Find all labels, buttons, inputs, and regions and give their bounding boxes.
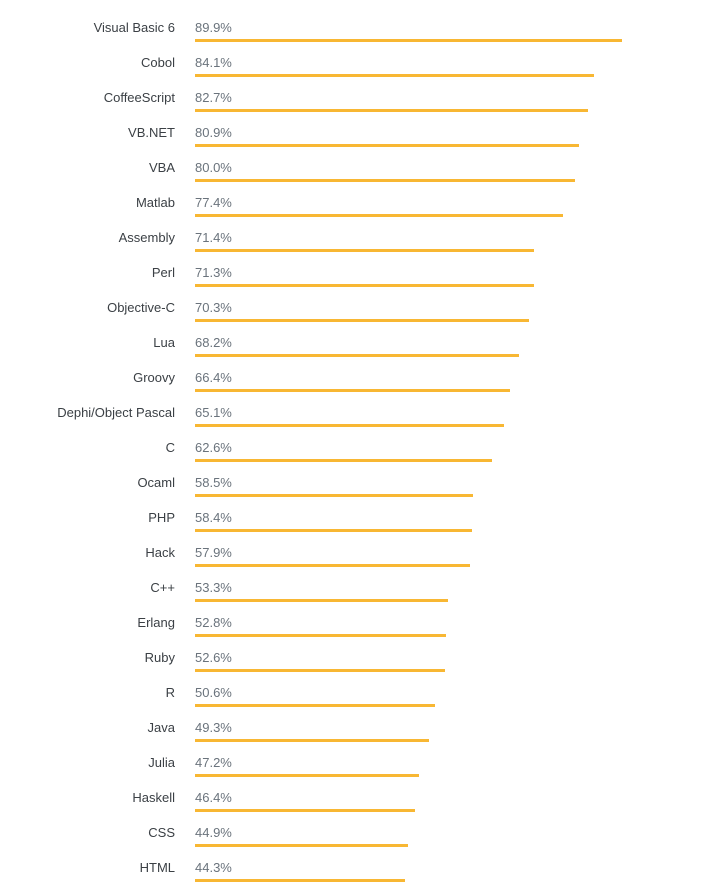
value-label: 58.4% (195, 510, 232, 525)
bar (195, 284, 534, 287)
category-label: R (165, 685, 175, 700)
bar (195, 669, 445, 672)
value-label: 52.8% (195, 615, 232, 630)
category-label: Objective-C (107, 300, 175, 315)
category-label: VBA (148, 160, 175, 175)
value-label: 47.2% (195, 755, 232, 770)
value-label: 66.4% (195, 370, 232, 385)
value-label: 68.2% (195, 335, 232, 350)
bar (195, 879, 406, 882)
category-label: Matlab (135, 195, 175, 210)
category-label: Groovy (133, 370, 175, 385)
bar (195, 634, 446, 637)
value-label: 84.1% (195, 55, 232, 70)
value-label: 71.3% (195, 265, 232, 280)
value-label: 49.3% (195, 720, 232, 735)
bar (195, 179, 575, 182)
bar (195, 214, 563, 217)
value-label: 80.0% (195, 160, 232, 175)
bar (195, 844, 409, 847)
bar (195, 424, 505, 427)
bar (195, 109, 588, 112)
value-label: 70.3% (195, 300, 232, 315)
bar (195, 529, 473, 532)
category-label: Ruby (144, 650, 175, 665)
bar (195, 739, 430, 742)
value-label: 80.9% (195, 125, 232, 140)
category-label: CoffeeScript (103, 90, 175, 105)
bar (195, 389, 511, 392)
category-label: Julia (148, 755, 175, 770)
bar (195, 704, 436, 707)
bar (195, 599, 449, 602)
category-label: Dephi/Object Pascal (57, 405, 175, 420)
category-label: Assembly (118, 230, 175, 245)
category-label: Perl (151, 265, 175, 280)
bar (195, 74, 595, 77)
value-label: 77.4% (195, 195, 232, 210)
value-label: 62.6% (195, 440, 232, 455)
bar (195, 39, 623, 42)
category-label: Lua (153, 335, 175, 350)
bar (195, 354, 519, 357)
bar (195, 494, 473, 497)
bar (195, 144, 580, 147)
value-label: 89.9% (195, 20, 232, 35)
category-label: C++ (150, 580, 175, 595)
bar (195, 249, 535, 252)
value-label: 58.5% (195, 475, 232, 490)
bar (195, 564, 471, 567)
category-label: Cobol (141, 55, 175, 70)
category-label: Java (147, 720, 175, 735)
value-label: 71.4% (195, 230, 232, 245)
value-label: 46.4% (195, 790, 232, 805)
value-label: 65.1% (195, 405, 232, 420)
value-label: 57.9% (195, 545, 232, 560)
category-label: Hack (145, 545, 175, 560)
value-label: 44.9% (195, 825, 232, 840)
category-label: CSS (148, 825, 175, 840)
bar (195, 319, 529, 322)
category-label: HTML (139, 860, 175, 875)
category-label: Ocaml (137, 475, 175, 490)
category-label: Haskell (132, 790, 175, 805)
category-label: Visual Basic 6 (93, 20, 175, 35)
category-label: PHP (148, 510, 175, 525)
value-label: 52.6% (195, 650, 232, 665)
bar (195, 774, 420, 777)
bar (195, 459, 493, 462)
value-label: 82.7% (195, 90, 232, 105)
category-label: VB.NET (128, 125, 175, 140)
category-label: Erlang (137, 615, 175, 630)
value-label: 50.6% (195, 685, 232, 700)
value-label: 44.3% (195, 860, 232, 875)
value-label: 53.3% (195, 580, 232, 595)
bar (195, 809, 416, 812)
category-label: C (165, 440, 175, 455)
